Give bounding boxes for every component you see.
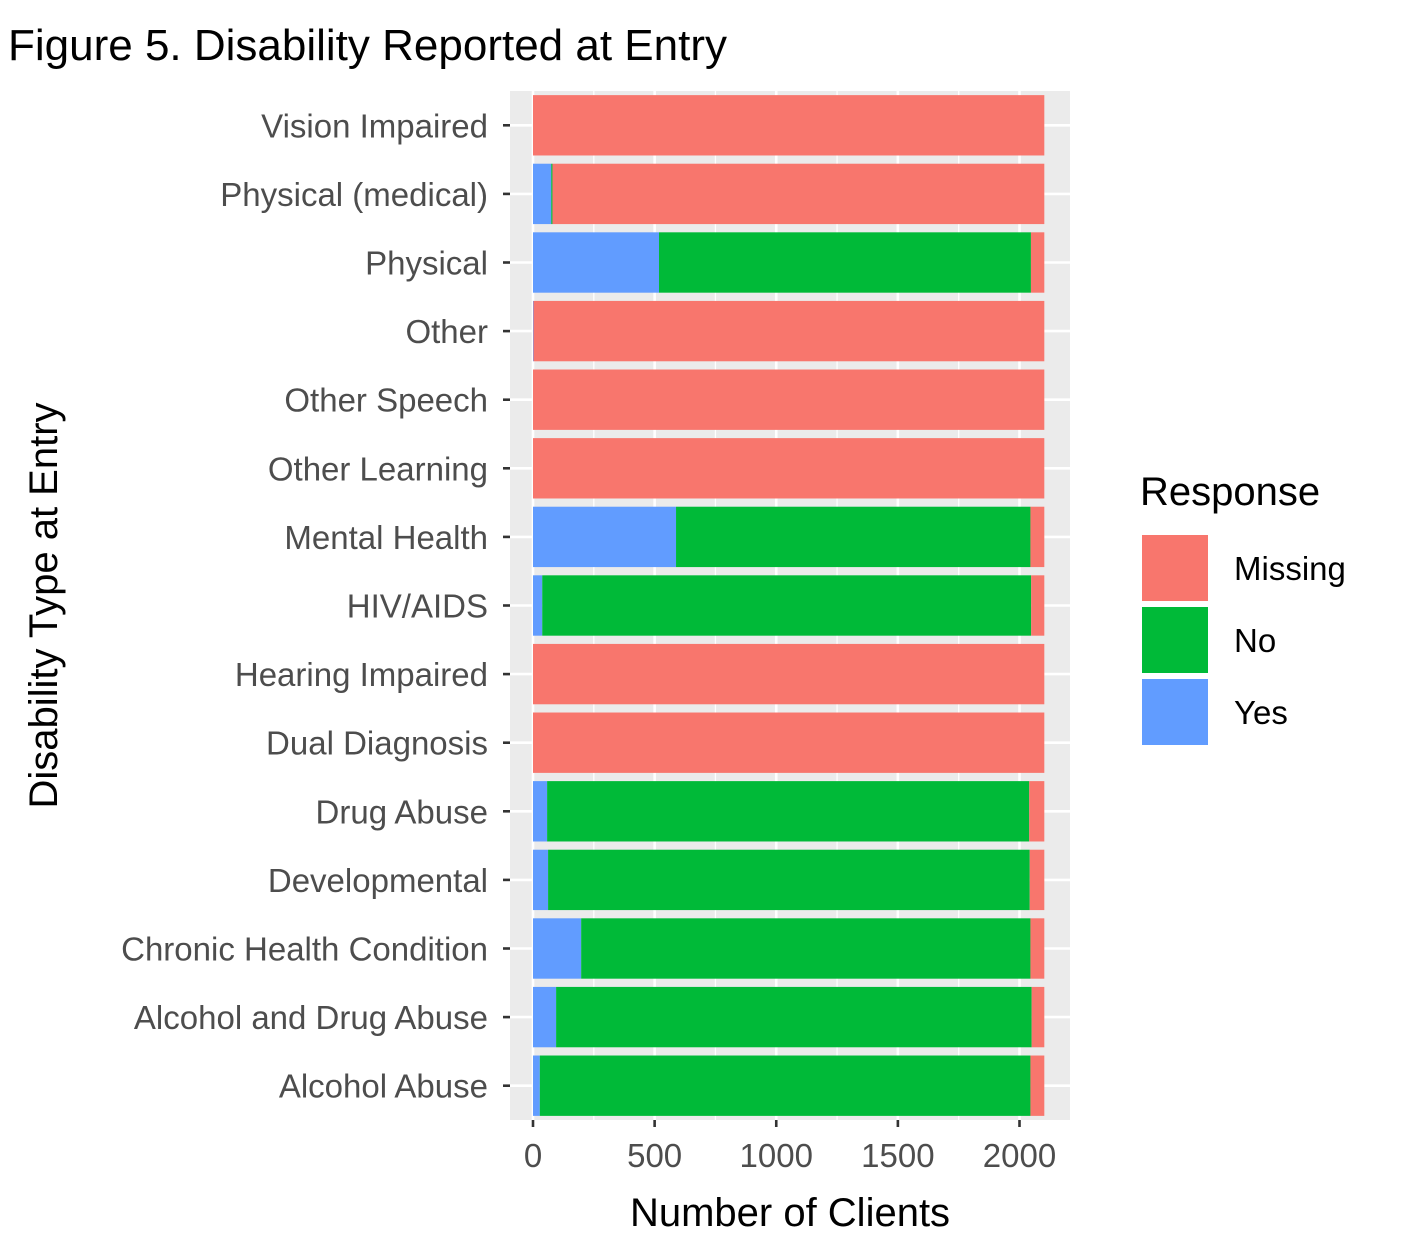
legend-key-no [1142,607,1208,673]
y-tick-label: Physical (medical) [220,176,488,213]
x-axis-title: Number of Clients [630,1191,950,1235]
bar-missing [1030,232,1045,293]
bar-yes [533,986,557,1048]
y-tick-label: Alcohol Abuse [279,1068,488,1105]
legend-label-yes: Yes [1234,694,1288,731]
bar-missing [1030,1055,1045,1116]
bar-no [581,918,1031,979]
bar-missing [533,300,1045,362]
bar-yes [533,849,549,911]
legend-title: Response [1140,470,1320,514]
y-tick-label: Developmental [268,862,488,899]
bar-yes [533,163,552,225]
bar-no [547,781,1030,842]
bar-missing [1030,918,1045,979]
y-tick-label: Hearing Impaired [235,656,488,693]
x-axis: 0 500 1000 1500 2000 [524,1120,1056,1174]
bar-no [551,163,553,225]
bar-missing [533,95,1045,156]
bar-no [542,575,1032,636]
y-tick-label: Alcohol and Drug Abuse [134,999,488,1036]
bar-missing [1031,575,1045,636]
legend-key-missing [1142,535,1208,601]
legend-label-no: No [1234,622,1276,659]
bar-yes [533,506,677,568]
y-tick-label: Other Speech [284,382,488,419]
y-tick-label: Physical [365,245,488,282]
x-tick-label: 2000 [983,1137,1056,1174]
bar-missing [1031,986,1045,1048]
bar-yes [533,1055,540,1116]
bar-no [539,1055,1031,1116]
bar-missing [533,438,1045,499]
bar-missing [1029,849,1045,911]
bar-no [676,506,1031,568]
x-tick-label: 500 [627,1137,682,1174]
bar-missing [533,369,1045,430]
y-tick-label: Chronic Health Condition [121,931,488,968]
y-tick-label: Mental Health [284,519,488,556]
x-tick-label: 1000 [740,1137,813,1174]
chart-title: Figure 5. Disability Reported at Entry [8,21,727,70]
y-axis-title: Disability Type at Entry [22,402,66,808]
legend-key-yes [1142,679,1208,745]
legend-label-missing: Missing [1234,550,1346,587]
bar-missing [1030,506,1045,568]
bar-no [659,232,1031,293]
bar-yes [533,300,534,362]
bar-yes [533,781,548,842]
y-tick-label: Other Learning [268,450,488,487]
bar-missing [552,163,1045,225]
y-tick-label: Drug Abuse [316,793,488,830]
bar-missing [1029,781,1045,842]
bar-yes [533,575,543,636]
y-tick-label: Vision Impaired [261,107,488,144]
bar-missing [533,643,1045,705]
bar-yes [533,918,582,979]
bars [533,95,1045,1116]
bar-no [548,849,1030,911]
bar-no [556,986,1032,1048]
y-axis: Alcohol Abuse Alcohol and Drug Abuse Chron… [121,107,510,1105]
x-tick-label: 0 [524,1137,542,1174]
y-tick-label: Other [405,313,488,350]
y-tick-label: HIV/AIDS [347,588,488,625]
y-tick-label: Dual Diagnosis [266,725,488,762]
bar-missing [533,712,1045,773]
legend: Response Missing No Yes [1140,470,1346,745]
bar-yes [533,232,660,293]
x-tick-label: 1500 [861,1137,934,1174]
